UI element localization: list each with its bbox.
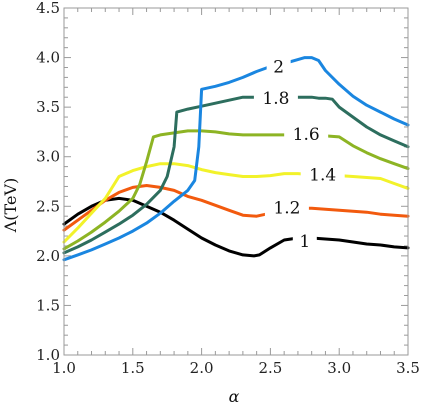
x-tick-label: 1.5 — [121, 359, 145, 377]
y-tick-label: 2.5 — [36, 197, 60, 215]
series-line-1 — [62, 196, 410, 258]
curve-label-2: 2 — [273, 57, 284, 77]
curve-label-1-6: 1.6 — [293, 125, 320, 145]
curve-label-bg — [253, 87, 298, 110]
y-tick-label: 1.5 — [36, 296, 60, 314]
x-tick-label: 2.5 — [258, 359, 282, 377]
series-line-1-4 — [62, 162, 410, 244]
curve-label-1-4: 1.4 — [309, 166, 336, 186]
curves — [62, 56, 410, 262]
y-axis-label: Λ(TeV) — [1, 178, 20, 234]
curve-label-bg — [266, 55, 291, 78]
series-line-2 — [62, 56, 410, 262]
axis-ticks: 1.0 1.5 2.0 2.5 3.0 3.5 1.0 1.5 2.0 2.5 3.0 3.5 4.0 4… — [36, 0, 420, 377]
curve-label-bg — [264, 196, 309, 219]
x-axis-label: α — [229, 387, 240, 406]
curve-label-bg — [300, 163, 345, 186]
series-line-1-8 — [62, 95, 410, 255]
plot-frame — [63, 7, 409, 356]
x-tick-label: 3.5 — [396, 359, 420, 377]
curve-label-bg — [284, 122, 329, 145]
curve-label-1-8: 1.8 — [262, 89, 289, 109]
series-line-1-6 — [62, 129, 410, 251]
y-tick-label: 3.0 — [36, 148, 60, 166]
y-tick-label: 1.0 — [36, 346, 60, 364]
y-tick-label: 2.0 — [36, 247, 60, 265]
curve-label-1: 1 — [299, 232, 310, 252]
y-tick-label: 4.5 — [36, 0, 60, 17]
x-tick-label: 1.0 — [52, 359, 76, 377]
curve-label-1-2: 1.2 — [273, 198, 300, 218]
curve-label-bg — [292, 229, 317, 252]
series-line-1-2 — [62, 184, 410, 232]
y-tick-label: 4.0 — [36, 49, 60, 67]
y-tick-label: 3.5 — [36, 98, 60, 116]
x-tick-label: 2.0 — [190, 359, 214, 377]
x-tick-label: 3.0 — [327, 359, 351, 377]
curve-labels: 1 1.2 1.4 1.61.8 2 — [253, 55, 345, 252]
